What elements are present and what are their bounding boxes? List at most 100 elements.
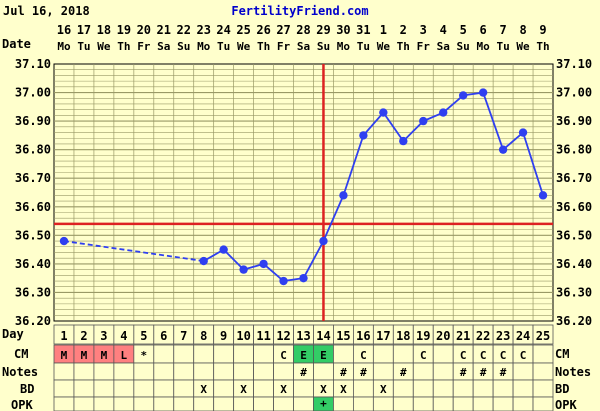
y-tick-label: 36.40: [556, 257, 592, 271]
temp-point: [59, 236, 69, 246]
opk-cell: [273, 396, 294, 411]
temp-point: [199, 256, 208, 266]
day-cell-text: 6: [160, 329, 167, 343]
cm-cell-text: C: [280, 349, 287, 362]
temp-point: [339, 191, 348, 200]
opk-cell: [173, 396, 195, 411]
cm-cell: [333, 344, 354, 364]
opk-cell: [412, 396, 434, 411]
day-cell-text: 9: [220, 329, 227, 343]
date-tick-label: 25: [236, 23, 250, 37]
y-tick-label: 36.90: [556, 114, 592, 128]
bd-cell: [253, 379, 274, 398]
day-cell-text: 2: [80, 329, 87, 343]
notes-cell: [412, 362, 434, 381]
cm-cell-text: C: [500, 349, 507, 362]
day-cell-text: 24: [516, 329, 530, 343]
day-cell-text: 8: [200, 329, 207, 343]
cm-cell-text: E: [300, 349, 307, 362]
weekday-tick-label: Sa: [297, 40, 310, 53]
cm-row-label-right: CM: [555, 347, 569, 361]
temp-point: [419, 116, 428, 126]
cm-cell-text: *: [141, 349, 148, 362]
notes-cell-text: #: [340, 366, 347, 379]
cm-cell: [372, 344, 394, 364]
notes-cell: [213, 362, 235, 381]
opk-cell: [93, 396, 115, 411]
date-row-label: Date: [2, 37, 31, 51]
bd-cell: [452, 379, 474, 398]
date-tick-label: 24: [216, 23, 230, 37]
y-tick-label: 37.10: [15, 57, 51, 71]
y-tick-label: 36.60: [15, 200, 51, 214]
opk-cell: [133, 396, 155, 411]
cm-cell: [253, 344, 274, 364]
y-tick-label: 36.90: [15, 114, 51, 128]
bd-cell: [73, 379, 95, 398]
temp-point: [319, 236, 328, 246]
y-tick-label: 36.70: [15, 171, 51, 185]
bd-cell-text: X: [340, 383, 347, 396]
notes-cell-text: #: [480, 366, 487, 379]
notes-cell: [193, 362, 215, 381]
weekday-tick-label: Sa: [157, 40, 170, 53]
temp-point: [379, 108, 388, 117]
day-cell-text: 4: [120, 329, 127, 343]
day-cell: [532, 324, 554, 345]
notes-cell: [73, 362, 95, 381]
bd-cell-text: X: [240, 383, 247, 396]
date-tick-label: 5: [460, 23, 467, 37]
y-tick-label: 36.80: [15, 143, 51, 157]
temp-point: [478, 88, 488, 97]
notes-cell: [372, 362, 394, 381]
notes-row-label: Notes: [2, 365, 38, 379]
date-tick-label: 21: [157, 23, 171, 37]
opk-cell-text: +: [320, 397, 327, 410]
date-tick-label: 7: [499, 23, 506, 37]
date-tick-label: 3: [420, 23, 427, 37]
weekday-tick-label: Sa: [437, 40, 450, 53]
temp-point: [279, 276, 288, 286]
opk-cell: [213, 396, 235, 411]
y-tick-label: 37.10: [556, 57, 592, 71]
temp-line-segment: [322, 194, 345, 242]
day-cell-text: 22: [476, 329, 490, 343]
weekday-tick-label: Su: [177, 40, 190, 53]
opk-cell: [452, 396, 474, 411]
row-labels: Day CM Notes BD OPK CM Notes BD OPK: [2, 327, 591, 411]
day-cell-text: 15: [336, 329, 350, 343]
day-cell-text: 1: [60, 329, 67, 343]
opk-cell: [492, 396, 514, 411]
weekday-tick-label: Th: [536, 40, 549, 53]
bd-cell-text: X: [200, 383, 207, 396]
cm-cell-text: M: [61, 349, 68, 362]
opk-cell: [372, 396, 394, 411]
weekday-tick-label: Tu: [77, 40, 90, 53]
date-tick-label: 17: [77, 23, 91, 37]
day-cell-text: 16: [356, 329, 370, 343]
day-cell-text: 3: [100, 329, 107, 343]
bd-cell-text: X: [380, 383, 387, 396]
notes-cell: [273, 362, 294, 381]
opk-cell: [432, 396, 454, 411]
day-cell-text: 14: [316, 329, 330, 343]
cm-cell: [392, 344, 414, 364]
date-tick-label: 27: [276, 23, 290, 37]
chart-date: Jul 16, 2018: [3, 4, 90, 18]
bd-cell: [153, 379, 175, 398]
date-tick-label: 9: [539, 23, 546, 37]
notes-cell: [153, 362, 175, 381]
date-tick-label: 30: [336, 23, 350, 37]
day-cell-text: 23: [496, 329, 510, 343]
opk-cell: [113, 396, 135, 411]
bd-cell: [213, 379, 235, 398]
weekday-tick-label: Tu: [496, 40, 509, 53]
day-cell-text: 18: [396, 329, 410, 343]
opk-cell: [253, 396, 274, 411]
notes-row-label-right: Notes: [555, 365, 591, 379]
weekday-tick-label: Mo: [477, 40, 491, 53]
opk-cell: [532, 396, 554, 411]
date-tick-label: 18: [97, 23, 111, 37]
cm-cell-text: C: [420, 349, 427, 362]
